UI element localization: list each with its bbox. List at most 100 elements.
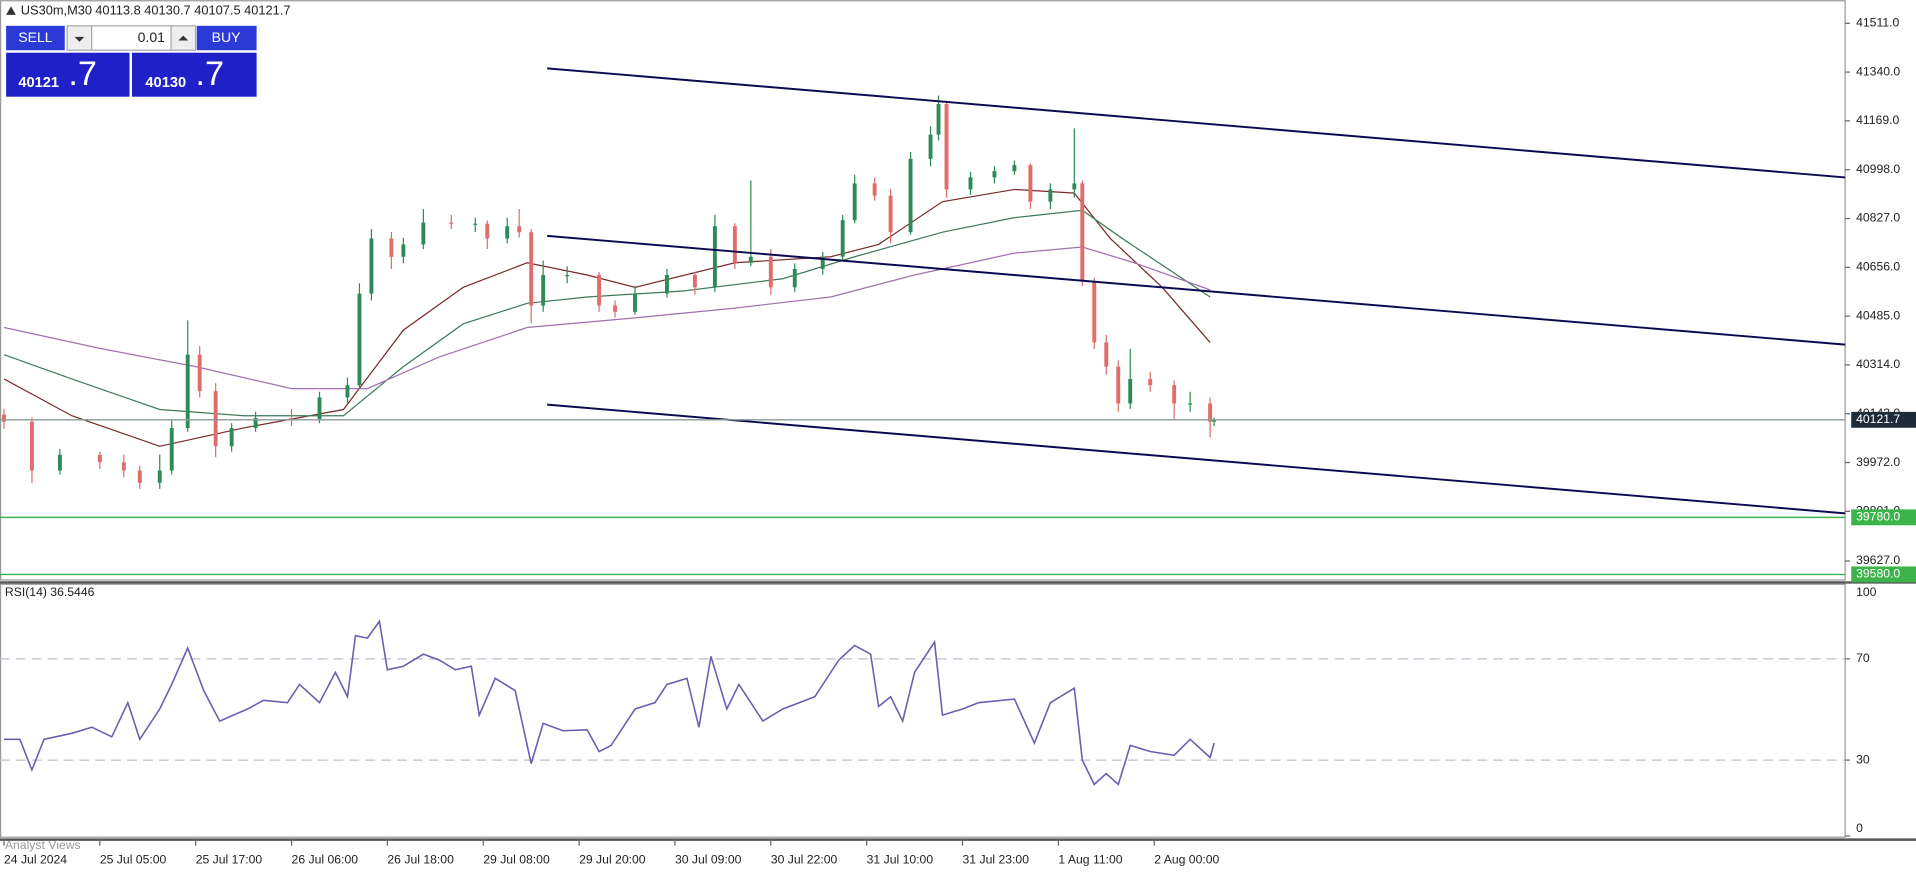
buy-button[interactable] xyxy=(196,25,257,51)
main-frame xyxy=(0,0,1846,581)
bid-box[interactable] xyxy=(6,52,130,97)
arrow-up xyxy=(178,35,189,41)
rsi-frame xyxy=(0,583,1846,838)
candle-body xyxy=(253,418,258,429)
x-tick-label: 2 Aug 00:00 xyxy=(1154,853,1219,867)
candle-body xyxy=(473,223,478,225)
candle-body xyxy=(289,418,294,420)
plot: 41511.0 41340.0 41169.0 40998.0 40827.0 40656… xyxy=(0,15,1900,867)
candle-body xyxy=(597,275,602,306)
candle-body xyxy=(992,171,997,178)
candle-body xyxy=(157,470,162,483)
candle-body xyxy=(2,414,6,422)
candle-body xyxy=(928,134,933,159)
candle-body xyxy=(517,226,522,233)
y-tick-label: 39627.0 xyxy=(1856,553,1900,567)
candle-body xyxy=(369,238,374,294)
candle-body xyxy=(732,226,737,263)
candle-body xyxy=(345,385,350,398)
candle-body xyxy=(449,222,454,224)
candle-body xyxy=(1080,183,1085,282)
candle-body xyxy=(357,293,362,386)
y-tick-label: 41511.0 xyxy=(1856,15,1899,29)
candle-body xyxy=(197,354,202,392)
y-tick-label: 40827.0 xyxy=(1856,211,1900,225)
y-tick-label: 39972.0 xyxy=(1856,455,1900,469)
candle-body xyxy=(1212,419,1217,422)
x-tick-label: 29 Jul 08:00 xyxy=(483,853,550,867)
y-tick-label: 40998.0 xyxy=(1856,162,1900,176)
candle-body xyxy=(185,354,190,429)
candle-body xyxy=(565,275,570,277)
candle-body xyxy=(1148,378,1153,386)
candle-body xyxy=(401,244,406,257)
candle-body xyxy=(121,462,126,471)
candle-body xyxy=(1172,385,1177,404)
candle-body xyxy=(692,275,697,288)
sell-button[interactable] xyxy=(6,25,65,51)
x-tick-label: 25 Jul 17:00 xyxy=(196,853,263,867)
sell-label: SELL xyxy=(18,29,53,45)
candle-body xyxy=(840,220,845,257)
bid-main: 40121 xyxy=(18,75,59,91)
candle-body xyxy=(665,275,669,294)
x-tick-label: 26 Jul 06:00 xyxy=(292,853,359,867)
candle-body xyxy=(1048,189,1053,202)
candle-body xyxy=(936,104,941,135)
x-tick-label: 24 Jul 2024 xyxy=(4,853,67,867)
candle-body xyxy=(1116,366,1121,404)
channel-line xyxy=(547,234,1846,346)
y-tick-label: 40314.0 xyxy=(1856,357,1900,371)
trade-panel: SELL 0.01 BUY 40121 .7 40130 .7 xyxy=(6,25,257,97)
candle-body xyxy=(389,238,394,257)
rsi-tick-label: 100 xyxy=(1856,585,1877,599)
price-label-box xyxy=(1851,566,1916,583)
candle-body xyxy=(1128,378,1133,404)
candle-body xyxy=(968,177,973,190)
candle-body xyxy=(1092,281,1097,343)
candle-body xyxy=(908,158,913,233)
y-tick-label: 40656.0 xyxy=(1856,260,1900,274)
lot-value: 0.01 xyxy=(138,29,166,45)
ask-main: 40130 xyxy=(145,75,186,91)
price-label: 39580.0 xyxy=(1856,567,1900,581)
candle-body xyxy=(748,256,753,263)
channel-line xyxy=(547,67,1846,179)
candle-body xyxy=(1188,403,1193,405)
rsi-tick-label: 30 xyxy=(1856,752,1870,766)
candle-body xyxy=(1072,183,1077,190)
candle-body xyxy=(820,256,825,270)
ohlc-header: 40113.8 40130.7 40107.5 40121.7 xyxy=(95,3,290,18)
rsi-line xyxy=(4,619,1215,786)
candle-body xyxy=(1028,165,1033,202)
price-label: 39780.0 xyxy=(1856,510,1900,524)
symbol-header: US30m,M30 xyxy=(21,3,92,18)
lot-field[interactable] xyxy=(91,25,172,51)
x-tick-label: 1 Aug 11:00 xyxy=(1058,853,1122,867)
candle-body xyxy=(29,421,34,471)
overlay: 40121.7 39780.0 39580.0 RSI(14) 36.5446 xyxy=(5,411,1916,599)
candle-body xyxy=(712,226,717,288)
candle-body xyxy=(613,305,617,312)
candle-body xyxy=(421,222,426,245)
candle-body xyxy=(852,183,857,221)
candle-body xyxy=(768,256,773,288)
x-tick-label: 31 Jul 10:00 xyxy=(867,853,934,867)
ask-box[interactable] xyxy=(131,52,257,97)
y-tick-label: 40485.0 xyxy=(1856,308,1900,322)
rsi-tick-label: 0 xyxy=(1856,821,1863,835)
collapse-icon[interactable] xyxy=(6,6,16,15)
candle-body xyxy=(872,183,877,196)
candle-body xyxy=(1012,165,1017,172)
analyst-views[interactable]: Analyst Views xyxy=(5,838,81,852)
candle-body xyxy=(633,293,637,312)
rsi-title: RSI(14) 36.5446 xyxy=(5,585,95,599)
buy-label: BUY xyxy=(212,29,242,45)
x-tick-label: 26 Jul 18:00 xyxy=(387,853,454,867)
candle-body xyxy=(137,470,142,483)
price-label-box xyxy=(1851,509,1916,526)
x-tick-label: 31 Jul 23:00 xyxy=(963,853,1030,867)
candle-body xyxy=(888,195,893,233)
